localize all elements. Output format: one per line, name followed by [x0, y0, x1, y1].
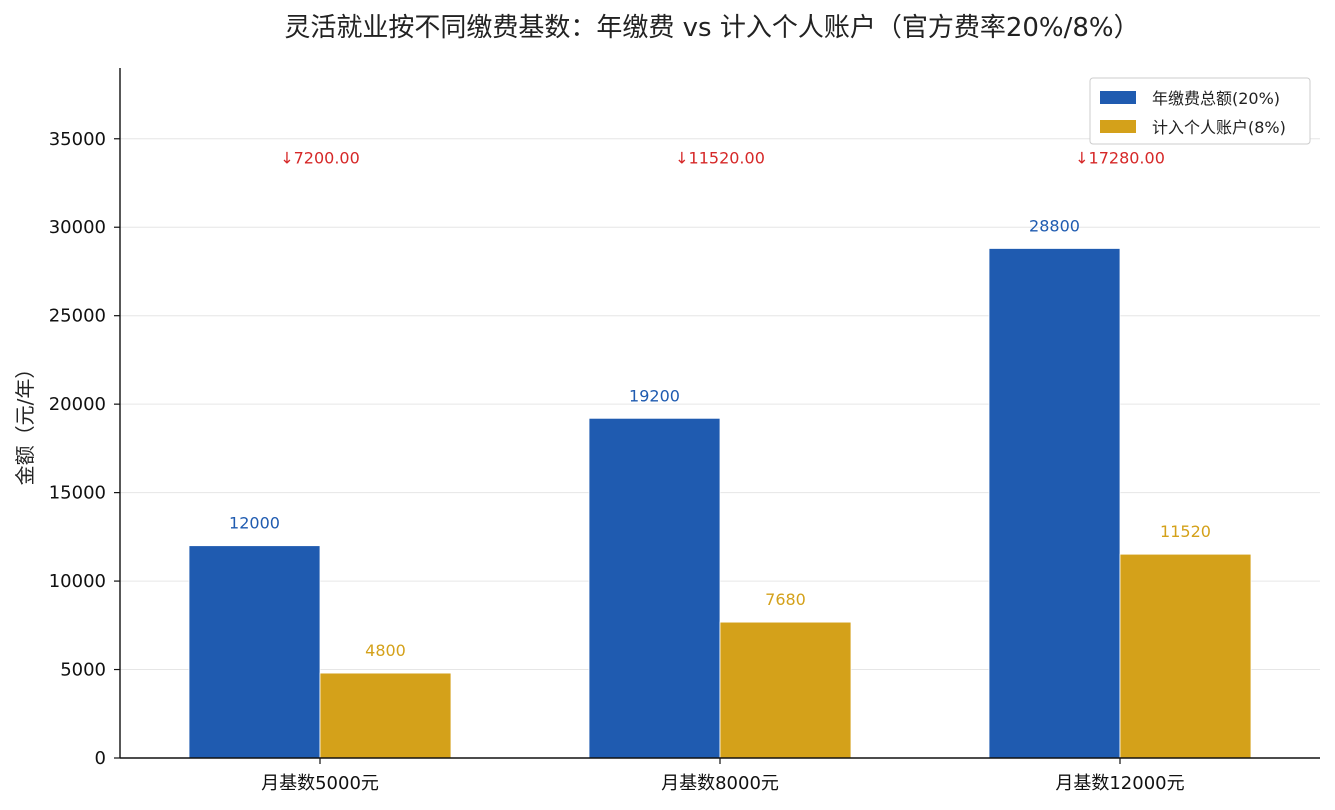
- bar-total-contribution-2: [588, 417, 721, 759]
- y-tick-label: 5000: [60, 660, 106, 681]
- bar-total-contribution-1: [188, 545, 321, 759]
- axes-group: 0 5000 10000 15000 20000 25000 30000 35000 月基数50…: [49, 68, 1320, 794]
- y-axis-title: 金额（元/年）: [13, 359, 37, 486]
- y-tick-label: 15000: [49, 483, 106, 504]
- bars-group: [188, 248, 1252, 759]
- bar-personal-account-2: [719, 621, 852, 759]
- y-tick-label: 30000: [49, 217, 106, 238]
- bar-value-label: 12000: [229, 514, 280, 533]
- bar-value-label: 11520: [1160, 522, 1211, 541]
- bar-value-label: 4800: [365, 641, 406, 660]
- y-tick-label: 20000: [49, 394, 106, 415]
- y-tick-label: 0: [95, 748, 106, 769]
- bar-value-label: 7680: [765, 590, 806, 609]
- difference-label: ↓11520.00: [675, 149, 765, 168]
- x-tick-label: 月基数5000元: [261, 773, 379, 794]
- legend-box: [1089, 77, 1311, 145]
- legend: 年缴费总额(20%) 计入个人账户(8%): [1089, 77, 1311, 145]
- legend-label: 年缴费总额(20%): [1152, 89, 1280, 108]
- y-tick-label: 10000: [49, 571, 106, 592]
- value-labels-group: 12000 4800 ↓7200.00 19200 7680 ↓11520.00 28800…: [229, 149, 1211, 661]
- bar-personal-account-1: [319, 672, 452, 759]
- x-tick-label: 月基数8000元: [661, 773, 779, 794]
- x-tick-label: 月基数12000元: [1055, 773, 1184, 794]
- y-tick-label: 25000: [49, 306, 106, 327]
- chart-title: 灵活就业按不同缴费基数：年缴费 vs 计入个人账户（官方费率20%/8%）: [284, 13, 1139, 43]
- bar-value-label: 28800: [1029, 216, 1080, 235]
- difference-label: ↓17280.00: [1075, 149, 1165, 168]
- legend-label: 计入个人账户(8%): [1152, 118, 1286, 137]
- legend-swatch: [1100, 120, 1136, 133]
- bar-personal-account-3: [1119, 553, 1252, 759]
- y-tick-label: 35000: [49, 129, 106, 150]
- difference-label: ↓7200.00: [280, 149, 360, 168]
- legend-swatch: [1100, 91, 1136, 104]
- bar-total-contribution-3: [988, 248, 1121, 759]
- bar-value-label: 19200: [629, 386, 680, 405]
